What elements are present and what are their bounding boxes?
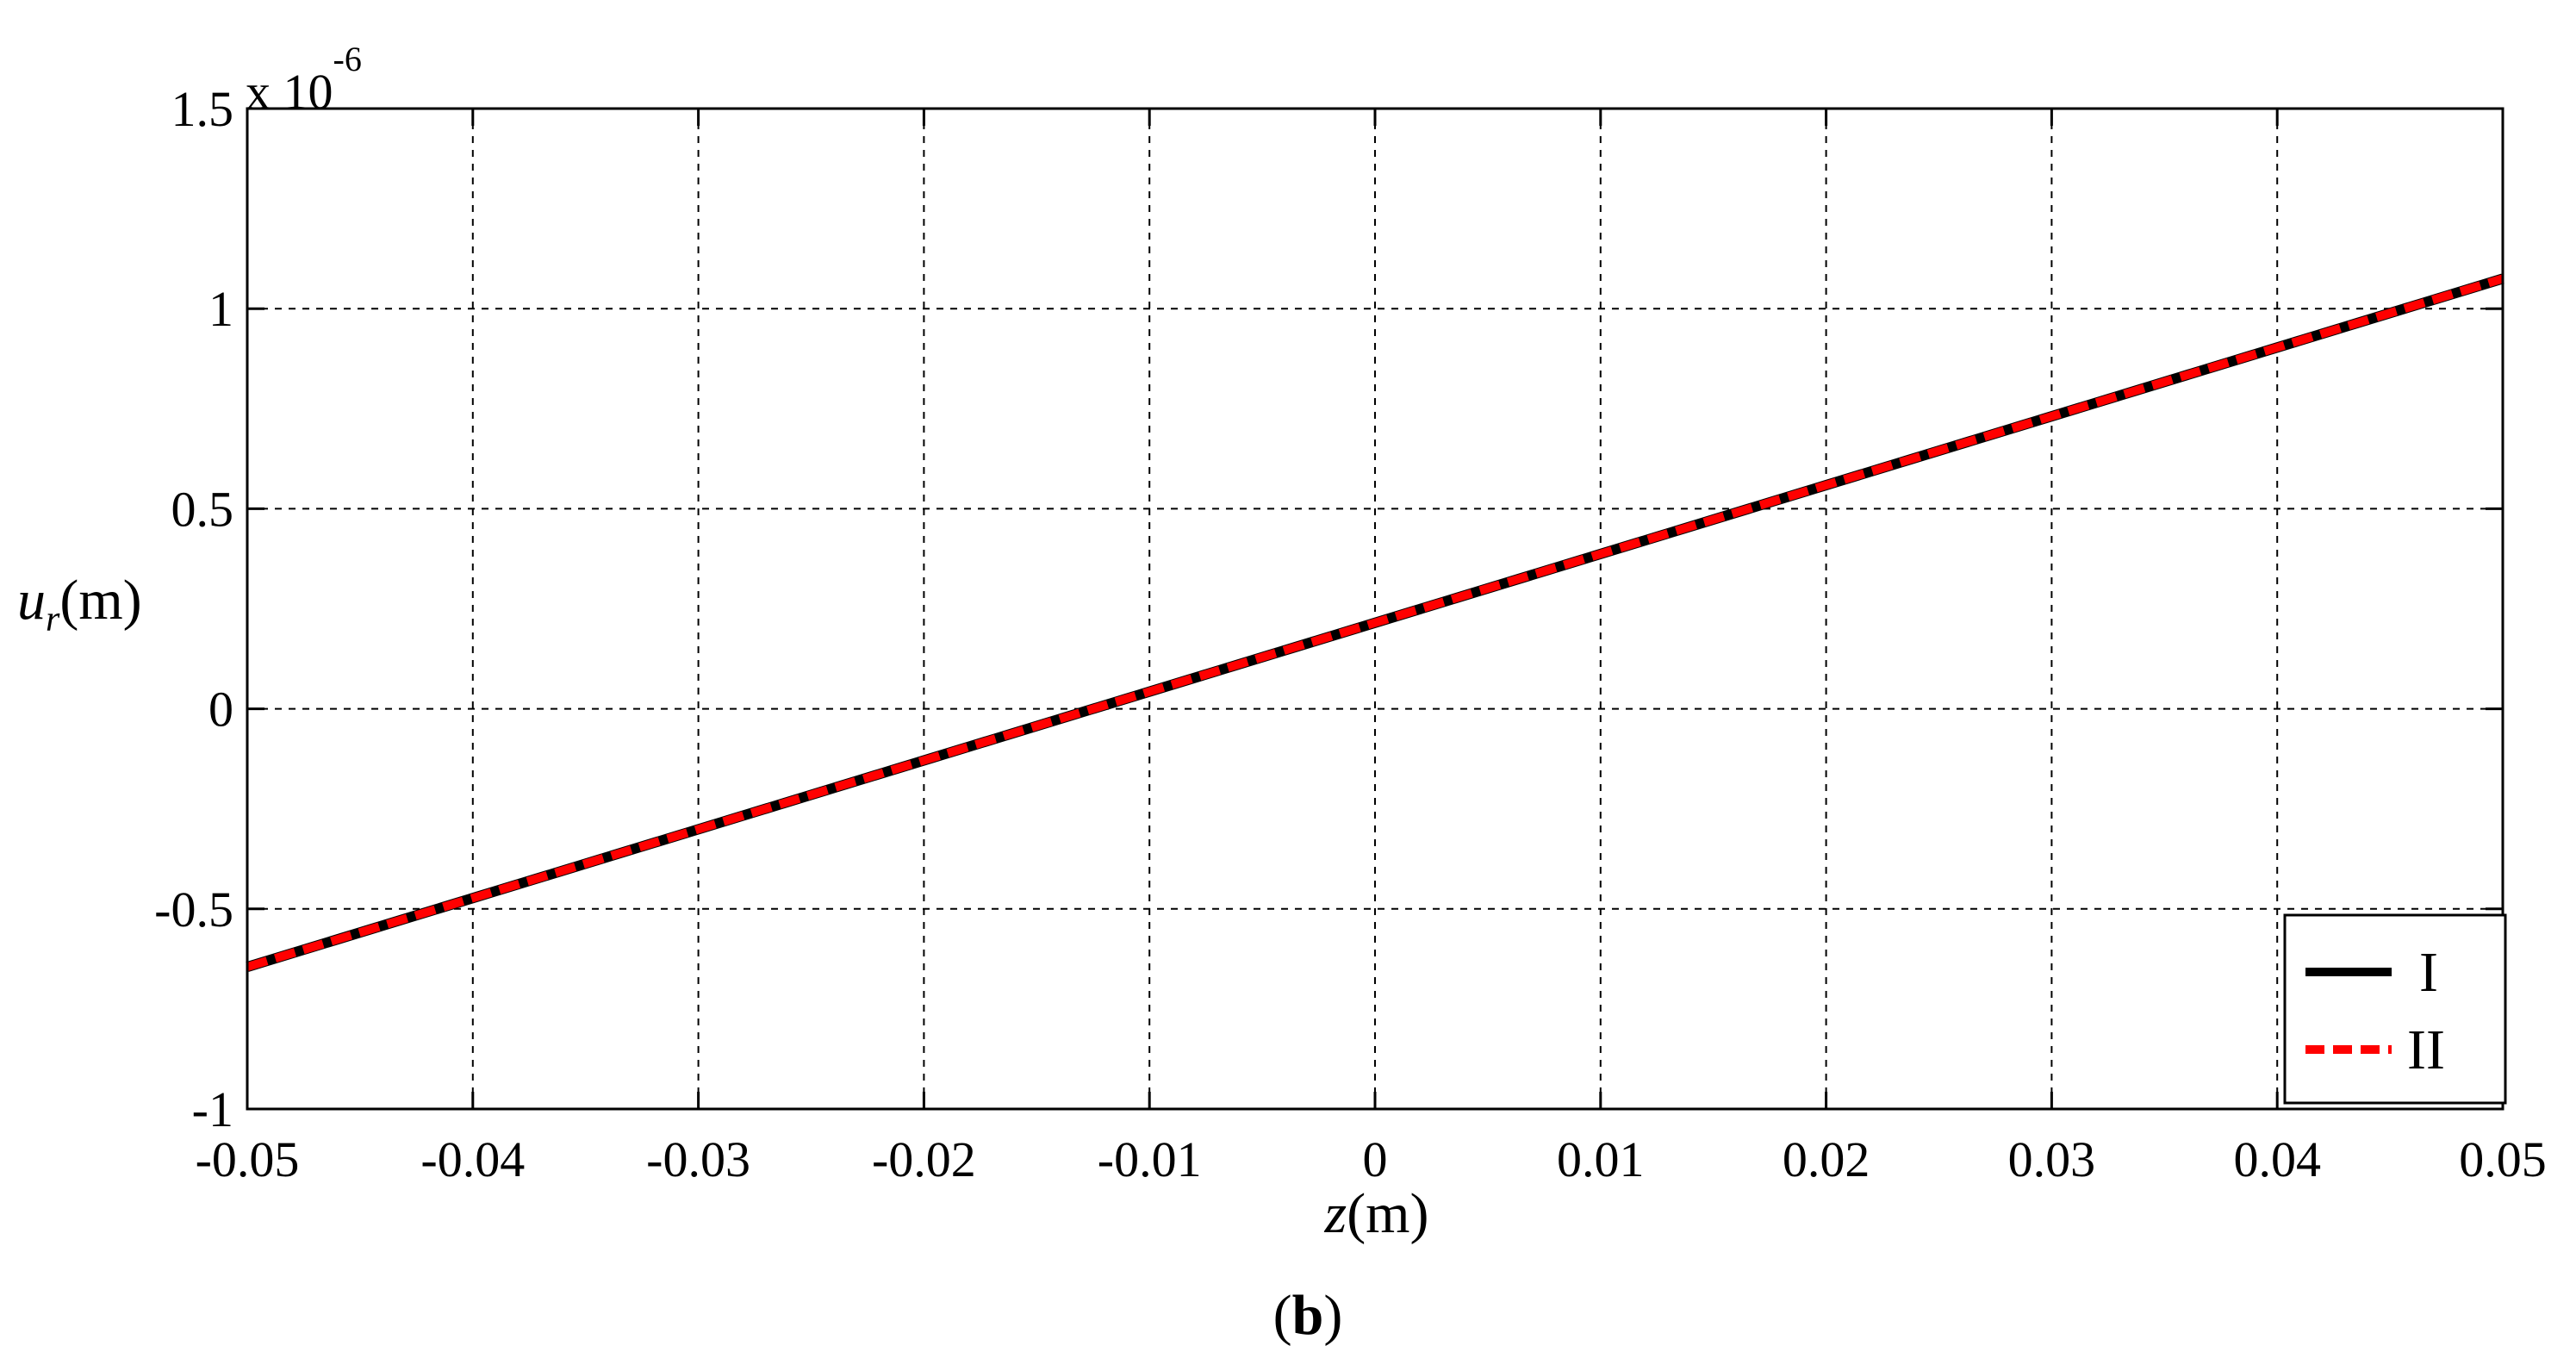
y-tick-label: 1.5 xyxy=(171,81,234,137)
y-tick-label: 1 xyxy=(208,281,233,337)
x-tick-label: 0 xyxy=(1363,1131,1388,1187)
legend-box xyxy=(2283,913,2507,1105)
x-axis-label-var: z xyxy=(1324,1182,1347,1245)
y-axis-label-var: u xyxy=(17,569,46,632)
x-tick-label: -0.02 xyxy=(872,1131,976,1187)
panel-label-open: ( xyxy=(1273,1284,1292,1347)
x-tick-label: -0.05 xyxy=(196,1131,300,1187)
y-multiplier: x 10-6 xyxy=(246,40,362,120)
x-tick-label: -0.04 xyxy=(420,1131,525,1187)
ticks: -0.05 -0.04 -0.03 -0.02 -0.01 0 0.01 0.02 0.03 0.… xyxy=(154,81,2547,1187)
y-axis-label-unit: (m) xyxy=(59,569,141,632)
legend-label-II: II xyxy=(2407,1018,2445,1081)
x-axis-label: z(m) xyxy=(1324,1182,1429,1245)
y-tick-label: -1 xyxy=(192,1081,233,1137)
panel-label-close: ) xyxy=(1323,1284,1342,1347)
x-tick-label: -0.01 xyxy=(1098,1131,1202,1187)
legend: I II xyxy=(2283,913,2507,1105)
grid xyxy=(247,109,2503,1109)
y-axis-label-sub: r xyxy=(46,600,60,639)
y-tick-label: 0.5 xyxy=(171,481,234,537)
panel-label: (b) xyxy=(1273,1284,1343,1347)
x-tick-label: 0.04 xyxy=(2233,1131,2321,1187)
x-axis-label-unit: (m) xyxy=(1347,1182,1428,1245)
x-tick-label: 0.02 xyxy=(1783,1131,1870,1187)
x-tick-label: 0.03 xyxy=(2008,1131,2096,1187)
y-axis-label: ur(m) xyxy=(17,569,142,639)
y-multiplier-prefix: x 10 xyxy=(246,64,333,120)
series-line-II xyxy=(246,274,2504,971)
panel-label-letter: b xyxy=(1292,1284,1324,1347)
legend-label-I: I xyxy=(2419,941,2438,1004)
x-tick-label: 0.05 xyxy=(2459,1131,2547,1187)
series-layer xyxy=(246,273,2504,972)
x-tick-label: -0.03 xyxy=(646,1131,750,1187)
y-tick-label: 0 xyxy=(208,682,233,738)
y-tick-label: -0.5 xyxy=(154,881,233,938)
x-tick-label: 0.01 xyxy=(1557,1131,1645,1187)
y-multiplier-exponent: -6 xyxy=(333,40,362,78)
